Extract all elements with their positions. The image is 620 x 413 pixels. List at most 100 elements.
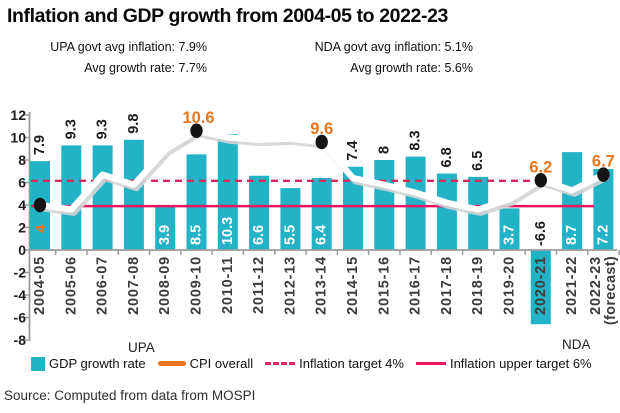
x-label-2018-19: 2018-19 bbox=[470, 256, 486, 315]
bar-label-2015-16: 8 bbox=[376, 146, 392, 154]
x-label-2019-20: 2019-20 bbox=[502, 256, 518, 315]
x-label-2020-21: 2020-21 bbox=[533, 256, 549, 315]
x-label-2014-15: 2014-15 bbox=[345, 256, 361, 315]
x-label-2005-06: 2005-06 bbox=[63, 256, 79, 315]
y-tick-label: 0 bbox=[18, 242, 26, 258]
cpi-label-4: 4 bbox=[33, 224, 50, 233]
x-label-2007-08: 2007-08 bbox=[126, 256, 142, 315]
legend: GDP growth rate CPI overall Inflation ta… bbox=[31, 356, 592, 371]
gdp-swatch-icon bbox=[31, 356, 45, 371]
bar-2006-07 bbox=[92, 145, 113, 250]
cpi-label-9.6: 9.6 bbox=[310, 120, 333, 138]
legend-label-target: Inflation target 4% bbox=[299, 356, 404, 371]
bar-label-2009-10: 8.5 bbox=[189, 225, 205, 245]
x-label-2013-14: 2013-14 bbox=[314, 256, 330, 315]
y-tick-label: 10 bbox=[10, 130, 26, 146]
nda-avg-inflation: NDA govt avg inflation: 5.1% bbox=[314, 40, 473, 54]
bar-2012-13 bbox=[280, 188, 301, 250]
x-label-2021-22: 2021-22 bbox=[564, 256, 580, 315]
bar-label-2017-18: 6.8 bbox=[439, 147, 455, 167]
bar-2010-11 bbox=[217, 134, 238, 250]
bar-label-2006-07: 9.3 bbox=[95, 119, 111, 139]
y-tick-label: -6 bbox=[14, 310, 27, 326]
upa-annotation: UPA govt avg inflation: 7.9% Avg growth … bbox=[29, 37, 207, 79]
bar-label-2014-15: 7.4 bbox=[345, 141, 361, 161]
legend-label-upper-target: Inflation upper target 6% bbox=[449, 356, 592, 371]
bar-label-2016-17: 8.3 bbox=[408, 130, 424, 150]
bar-2008-09 bbox=[155, 206, 176, 250]
legend-item-upper-target: Inflation upper target 6% bbox=[415, 356, 592, 371]
cpi-dot-2020-21 bbox=[534, 173, 547, 188]
bar-2009-10 bbox=[186, 154, 207, 250]
bar-2021-22 bbox=[562, 152, 583, 250]
x-label-2009-10: 2009-10 bbox=[189, 256, 205, 315]
bar-label-2021-22: 8.7 bbox=[564, 225, 580, 245]
source-note: Source: Computed from data from MOSPI bbox=[4, 388, 256, 403]
x-label-forecast: (forecast) bbox=[603, 256, 619, 325]
nda-annotation: NDA govt avg inflation: 5.1% Avg growth … bbox=[295, 37, 473, 79]
cpi-dot-2022-23 (forecast) bbox=[597, 167, 610, 182]
x-label-2017-18: 2017-18 bbox=[439, 256, 455, 315]
legend-item-gdp: GDP growth rate bbox=[31, 356, 146, 371]
target-swatch-icon bbox=[265, 362, 296, 365]
era-label-nda: NDA bbox=[562, 337, 591, 352]
bar-2011-12 bbox=[249, 175, 270, 250]
y-tick-label: -2 bbox=[14, 265, 27, 281]
x-label-2004-05: 2004-05 bbox=[32, 256, 48, 315]
bar-2007-08 bbox=[123, 139, 144, 250]
page-title: Inflation and GDP growth from 2004-05 to… bbox=[7, 5, 448, 27]
upa-avg-inflation: UPA govt avg inflation: 7.9% bbox=[50, 40, 207, 54]
bar-label-2018-19: 6.5 bbox=[470, 151, 486, 171]
bar-2019-20 bbox=[499, 208, 520, 250]
nda-avg-growth: Avg growth rate: 5.6% bbox=[350, 61, 473, 75]
x-label-2012-13: 2012-13 bbox=[282, 256, 298, 315]
bar-label-2012-13: 5.5 bbox=[282, 225, 298, 245]
x-label-2006-07: 2006-07 bbox=[95, 256, 111, 315]
upper-target-swatch-icon bbox=[415, 361, 446, 366]
bar-2017-18 bbox=[436, 173, 457, 250]
bar-label-2013-14: 6.4 bbox=[314, 225, 330, 245]
bar-label-2020-21: -6.6 bbox=[533, 221, 549, 246]
x-label-2022-23: 2022-23 bbox=[588, 256, 604, 315]
cpi-swatch-icon bbox=[157, 361, 186, 366]
y-tick-label: 8 bbox=[18, 152, 26, 168]
x-label-2016-17: 2016-17 bbox=[408, 256, 424, 315]
y-tick-label: -4 bbox=[14, 287, 27, 303]
bar-label-2005-06: 9.3 bbox=[63, 119, 79, 139]
cpi-label-6.2: 6.2 bbox=[529, 158, 552, 176]
bar-label-2010-11: 10.3 bbox=[220, 217, 236, 245]
legend-label-gdp: GDP growth rate bbox=[49, 356, 146, 371]
bar-2005-06 bbox=[61, 145, 82, 250]
bar-label-2008-09: 3.9 bbox=[157, 225, 173, 245]
cpi-label-10.6: 10.6 bbox=[182, 109, 214, 127]
y-tick-label: 4 bbox=[18, 197, 26, 213]
legend-item-cpi: CPI overall bbox=[157, 356, 254, 371]
upa-avg-growth: Avg growth rate: 7.7% bbox=[84, 61, 207, 75]
x-label-2011-12: 2011-12 bbox=[251, 256, 267, 314]
bar-2022-23 (forecast) bbox=[593, 169, 614, 250]
bar-2013-14 bbox=[311, 178, 332, 250]
bar-label-2019-20: 3.7 bbox=[502, 225, 518, 245]
x-label-2015-16: 2015-16 bbox=[376, 256, 392, 315]
legend-item-target: Inflation target 4% bbox=[265, 356, 404, 371]
y-tick-label: 12 bbox=[10, 107, 26, 123]
y-tick-label: 2 bbox=[18, 220, 26, 236]
y-tick-label: 6 bbox=[18, 175, 26, 191]
x-label-2008-09: 2008-09 bbox=[157, 256, 173, 315]
bar-2014-15 bbox=[343, 166, 363, 250]
y-tick-label: -8 bbox=[14, 332, 27, 348]
legend-label-cpi: CPI overall bbox=[189, 356, 254, 371]
x-label-2010-11: 2010-11 bbox=[220, 256, 236, 314]
bar-2016-17 bbox=[405, 156, 426, 250]
bar-label-2011-12: 6.6 bbox=[251, 225, 267, 245]
bar-label-2007-08: 9.8 bbox=[126, 114, 142, 134]
era-label-upa: UPA bbox=[128, 340, 155, 355]
bar-label-2022-23 (forecast): 7.2 bbox=[595, 225, 611, 245]
cpi-dot-2004-05 bbox=[33, 197, 47, 213]
bar-2020-21 bbox=[530, 250, 551, 325]
bar-label-2004-05: 7.9 bbox=[32, 135, 48, 155]
cpi-label-6.7: 6.7 bbox=[592, 153, 615, 171]
cpi-dot-2009-10 bbox=[190, 123, 203, 138]
